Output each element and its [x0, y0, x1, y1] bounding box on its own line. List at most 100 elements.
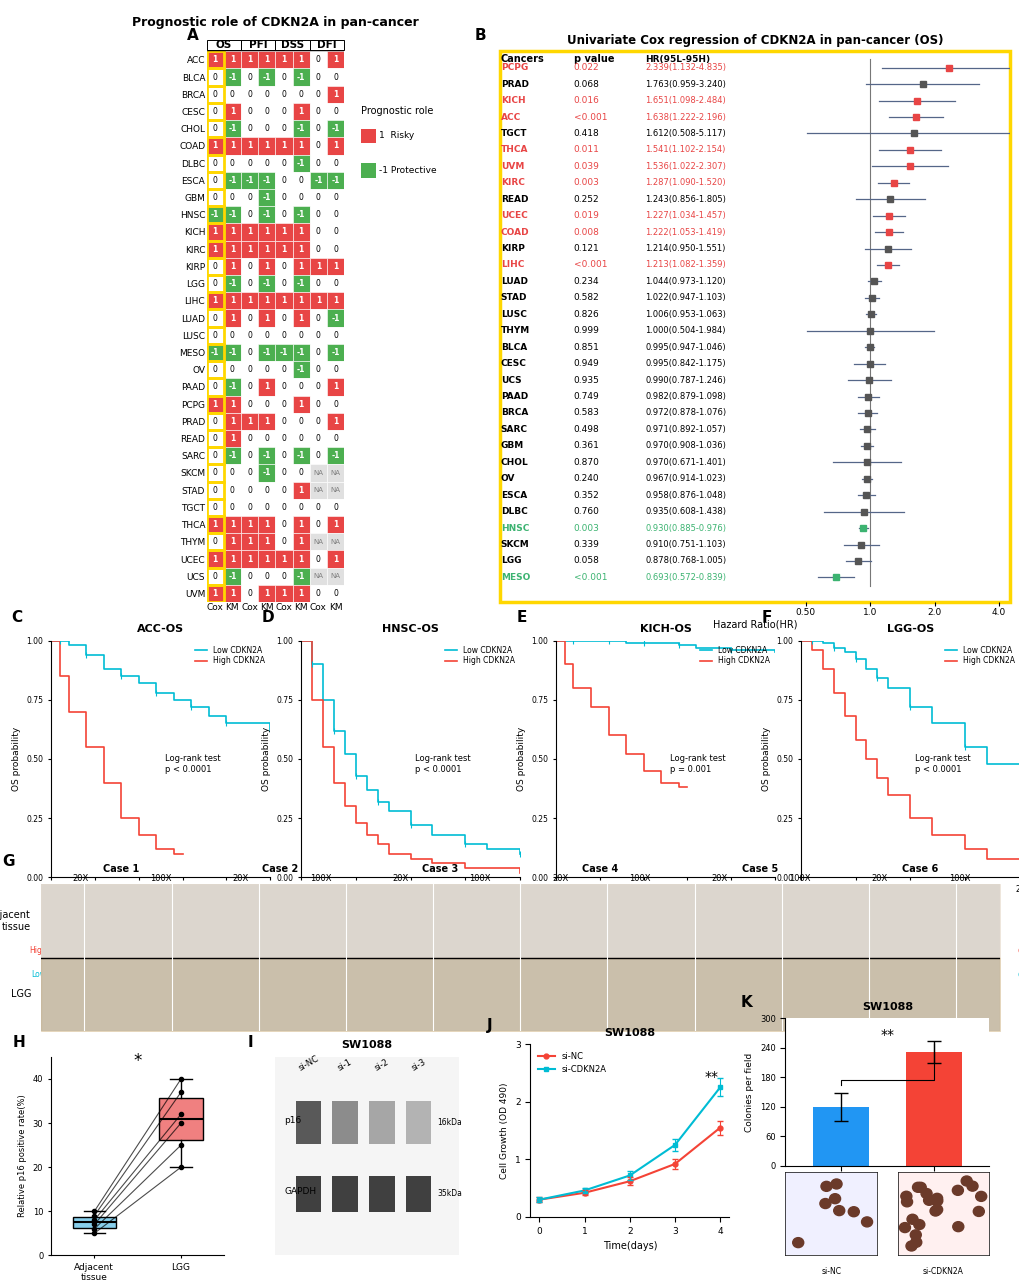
- Bar: [206, 516, 223, 533]
- High CDKN2A: [816, 661, 828, 676]
- Text: Log-rank test
p < 0.0001: Log-rank test p < 0.0001: [165, 755, 220, 774]
- Text: 0: 0: [316, 365, 321, 374]
- Y-axis label: OS probability: OS probability: [12, 726, 20, 792]
- Text: 0: 0: [213, 159, 217, 168]
- Text: 0: 0: [316, 228, 321, 237]
- Text: -1: -1: [331, 175, 339, 184]
- Text: 100X: 100X: [150, 874, 171, 883]
- High CDKN2A: [805, 642, 817, 657]
- High CDKN2A: [826, 685, 839, 701]
- Text: 22: 22: [135, 972, 143, 977]
- Bar: [223, 172, 240, 188]
- Title: ACC-OS: ACC-OS: [137, 624, 184, 634]
- Text: 0.995(0.947-1.046): 0.995(0.947-1.046): [645, 343, 726, 352]
- Text: 1.227(1.034-1.457): 1.227(1.034-1.457): [645, 211, 726, 220]
- High CDKN2A: [549, 633, 561, 648]
- Text: 0: 0: [281, 193, 286, 202]
- Bar: [327, 551, 344, 567]
- Bar: [223, 292, 240, 310]
- Text: 6: 6: [641, 948, 645, 954]
- Text: -1: -1: [297, 365, 305, 374]
- Text: si-NC: si-NC: [297, 1054, 320, 1072]
- Bar: [327, 120, 344, 137]
- Text: 0: 0: [333, 589, 337, 598]
- Bar: [292, 378, 310, 396]
- Text: 0.851: 0.851: [574, 343, 599, 352]
- Bar: [310, 464, 327, 482]
- High CDKN2A: [838, 708, 850, 724]
- Text: E: E: [516, 610, 526, 625]
- Bar: [310, 551, 327, 567]
- Text: 1: 1: [463, 948, 467, 954]
- Bar: [327, 86, 344, 102]
- Bar: [206, 137, 223, 155]
- Legend: Low CDKN2A, High CDKN2A: Low CDKN2A, High CDKN2A: [194, 644, 266, 667]
- Text: 0: 0: [281, 469, 286, 478]
- Text: -1: -1: [211, 348, 219, 357]
- Text: Number at risk: Number at risk: [301, 922, 365, 931]
- Text: BLCA: BLCA: [500, 343, 527, 352]
- Bar: [905, 1052, 961, 1166]
- Text: Case 1: Case 1: [103, 865, 139, 874]
- Text: 0.039: 0.039: [574, 161, 599, 170]
- Text: 0: 0: [299, 90, 304, 99]
- Text: KIRC: KIRC: [500, 178, 524, 187]
- Text: 0: 0: [333, 108, 337, 117]
- Bar: [310, 68, 327, 86]
- Bar: [327, 310, 344, 327]
- Bar: [275, 188, 292, 206]
- Bar: [369, 1176, 394, 1212]
- Bar: [223, 482, 240, 498]
- Bar: [240, 464, 258, 482]
- Bar: [206, 310, 223, 327]
- High CDKN2A: [45, 633, 57, 648]
- Text: 1.763(0.959-3.240): 1.763(0.959-3.240): [645, 79, 726, 88]
- Text: 0.003: 0.003: [574, 178, 599, 187]
- Text: 1.243(0.856-1.805): 1.243(0.856-1.805): [645, 195, 726, 204]
- Low CDKN2A: [371, 794, 383, 810]
- Text: 1: 1: [463, 972, 467, 977]
- Line: si-NC: si-NC: [536, 1125, 722, 1202]
- Text: -1: -1: [228, 210, 236, 219]
- Text: 1: 1: [212, 141, 218, 150]
- Bar: [275, 137, 292, 155]
- X-axis label: Time(year): Time(year): [640, 899, 690, 908]
- Text: 1: 1: [212, 400, 218, 409]
- Bar: [240, 120, 258, 137]
- Text: 20X: 20X: [871, 874, 887, 883]
- Low CDKN2A: [98, 661, 110, 676]
- Bar: [275, 241, 292, 257]
- Bar: [223, 430, 240, 447]
- Text: OS: OS: [215, 40, 231, 50]
- Bar: [240, 68, 258, 86]
- Low CDKN2A: [481, 842, 493, 857]
- Bar: [240, 378, 258, 396]
- Text: 0: 0: [281, 416, 286, 425]
- Bar: [258, 430, 275, 447]
- si-NC: [533, 1191, 545, 1207]
- Text: 1: 1: [281, 296, 286, 305]
- Low CDKN2A: [79, 647, 92, 662]
- si-CDKN2A: [713, 1080, 726, 1095]
- Text: 0: 0: [229, 485, 234, 494]
- Bar: [310, 51, 327, 68]
- Text: 0: 0: [213, 503, 217, 512]
- Bar: [223, 120, 240, 137]
- Low CDKN2A: [849, 652, 861, 667]
- Text: 0.935(0.608-1.438): 0.935(0.608-1.438): [645, 507, 726, 516]
- Text: 0: 0: [213, 365, 217, 374]
- Text: 0: 0: [316, 90, 321, 99]
- Bar: [310, 155, 327, 172]
- Text: High: High: [29, 947, 47, 956]
- Text: DLBC: DLBC: [500, 507, 527, 516]
- Title: Univariate Cox regression of CDKN2A in pan-cancer (OS): Univariate Cox regression of CDKN2A in p…: [566, 35, 943, 47]
- Text: -1: -1: [262, 451, 271, 460]
- Text: 0: 0: [1017, 948, 1019, 954]
- Bar: [223, 257, 240, 275]
- Text: Time(year): Time(year): [387, 1000, 433, 1009]
- Bar: [206, 275, 223, 292]
- Bar: [327, 464, 344, 482]
- Line: Low CDKN2A: Low CDKN2A: [555, 640, 774, 652]
- Text: 0.910(0.751-1.103): 0.910(0.751-1.103): [645, 541, 726, 550]
- Circle shape: [930, 1194, 942, 1203]
